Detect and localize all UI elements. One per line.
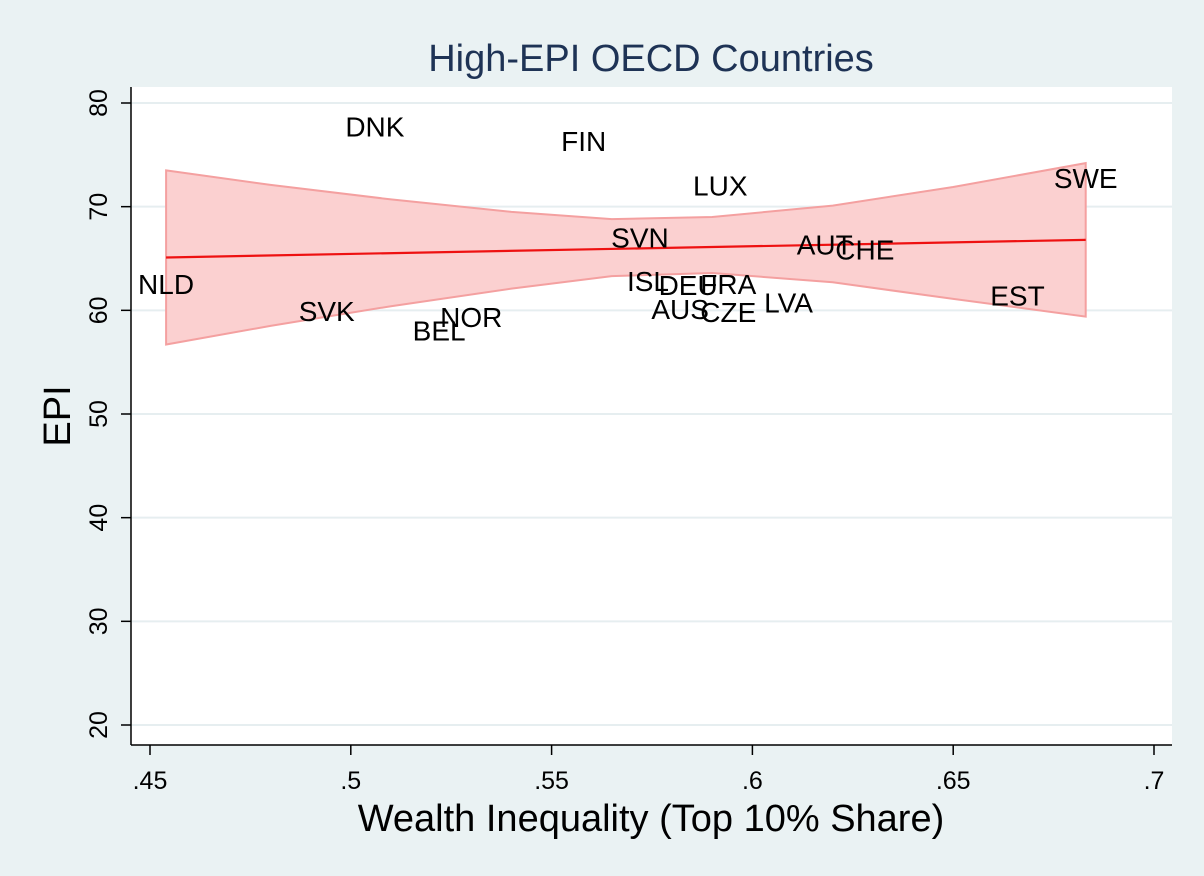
fit-line [166, 238, 1086, 259]
confidence-band-area [165, 161, 1087, 346]
point-label: CZE [700, 297, 756, 328]
point-label: CHE [835, 235, 894, 266]
y-tick-label: 30 [85, 607, 113, 635]
point-label: AUS [651, 294, 709, 325]
point-label: SWE [1054, 163, 1118, 194]
fit-line-segment [166, 238, 1086, 259]
point-label: SVK [299, 296, 355, 327]
axes: 20 30 40 50 60 70 80 .45 .5 .55 .6 .65 .7 [85, 87, 1172, 795]
y-tick-label: 60 [85, 296, 113, 324]
y-tick-label: 80 [85, 89, 113, 117]
x-axis-title: Wealth Inequality (Top 10% Share) [358, 798, 945, 840]
point-label: FIN [561, 126, 606, 157]
y-tick-label: 50 [85, 400, 113, 428]
x-tick-label: .6 [742, 767, 763, 795]
x-tick-label: .65 [936, 767, 971, 795]
chart-title: High-EPI OECD Countries [428, 38, 874, 80]
point-label: EST [990, 280, 1044, 311]
y-tick-label: 20 [85, 711, 113, 739]
point-label: ISL [627, 266, 669, 297]
x-tick-label: .55 [534, 767, 569, 795]
x-tick-label: .5 [340, 767, 361, 795]
point-label: SVN [611, 222, 669, 253]
y-axis-title: EPI [37, 385, 79, 446]
y-tick-label: 40 [85, 504, 113, 532]
point-label: AUT [797, 230, 853, 261]
point-label: BEL [413, 316, 466, 347]
confidence-band [165, 161, 1087, 346]
x-tick-label: .7 [1144, 767, 1165, 795]
point-label: LUX [693, 170, 748, 201]
y-tick-label: 70 [85, 193, 113, 221]
point-label: DNK [345, 111, 404, 142]
point-label: NOR [440, 302, 502, 333]
x-tick-label: .45 [133, 767, 168, 795]
point-label: DEU [659, 270, 718, 301]
point-label: NLD [138, 269, 194, 300]
point-label: LVA [764, 288, 813, 319]
point-label: FRA [700, 269, 756, 300]
